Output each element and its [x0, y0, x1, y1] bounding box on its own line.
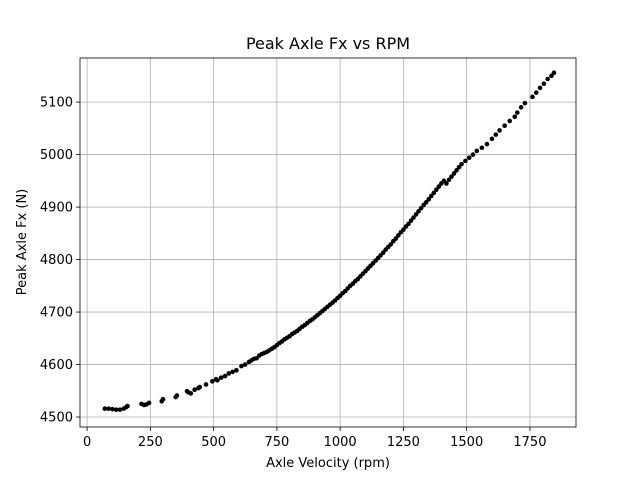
data-point — [234, 368, 239, 373]
data-point — [530, 94, 535, 100]
y-axis-label: Peak Axle Fx (N) — [15, 189, 30, 296]
x-tick-label: 1750 — [513, 435, 546, 450]
x-tick-label: 250 — [138, 435, 163, 450]
data-point — [226, 371, 232, 376]
x-axis-label: Axle Velocity (rpm) — [266, 456, 390, 471]
data-point — [222, 373, 228, 379]
data-point — [230, 369, 235, 375]
data-point — [218, 375, 224, 380]
data-point — [444, 181, 449, 186]
data-point — [406, 221, 411, 227]
data-points — [102, 70, 557, 412]
data-point — [434, 187, 439, 193]
data-point — [210, 379, 215, 384]
y-tick-label: 4600 — [40, 358, 73, 373]
data-point — [102, 406, 108, 411]
data-point — [423, 200, 429, 205]
data-point — [446, 177, 452, 183]
data-point — [239, 363, 244, 369]
y-tick-label: 5100 — [40, 96, 73, 111]
data-point — [533, 90, 539, 95]
data-point — [463, 158, 468, 164]
x-tick-label: 0 — [83, 435, 91, 450]
data-point — [174, 393, 180, 398]
data-point — [418, 205, 424, 211]
y-tick-label: 4500 — [40, 411, 73, 426]
data-point — [451, 171, 457, 176]
data-point — [512, 114, 518, 120]
data-point — [197, 384, 202, 390]
data-point — [474, 148, 480, 154]
data-point — [388, 242, 394, 247]
data-point — [106, 406, 111, 411]
data-point — [493, 132, 499, 137]
data-point — [502, 123, 507, 129]
data-point — [541, 81, 547, 87]
y-tick-label: 4900 — [40, 201, 73, 216]
data-point — [215, 377, 220, 383]
data-point — [413, 212, 419, 217]
data-point — [537, 85, 543, 91]
data-point — [113, 407, 119, 412]
data-point — [416, 208, 421, 214]
plot-frame — [79, 57, 577, 428]
data-point — [160, 396, 166, 402]
data-point — [203, 382, 209, 387]
data-point — [428, 193, 434, 199]
data-point — [484, 141, 490, 147]
chart-title: Peak Axle Fx vs RPM — [246, 34, 410, 53]
data-point — [436, 184, 442, 189]
data-point — [551, 70, 557, 75]
data-point — [456, 164, 462, 170]
data-point — [514, 110, 520, 115]
data-point — [507, 118, 512, 124]
x-tick-label: 1000 — [324, 435, 357, 450]
grid-lines — [80, 58, 576, 427]
data-point — [470, 152, 476, 157]
x-tick-label: 1500 — [450, 435, 483, 450]
data-point — [489, 136, 495, 142]
y-tick-label: 4700 — [40, 306, 73, 321]
x-tick-label: 500 — [201, 435, 226, 450]
data-point — [192, 387, 197, 393]
data-point — [549, 73, 554, 79]
data-point — [125, 403, 130, 409]
data-point — [454, 168, 459, 173]
data-point — [459, 161, 464, 167]
data-point — [396, 233, 401, 238]
data-point — [380, 250, 386, 256]
data-point — [188, 391, 194, 396]
data-point — [401, 227, 406, 232]
data-point — [117, 407, 123, 412]
data-point — [146, 400, 152, 406]
data-point — [242, 362, 248, 367]
data-point — [110, 406, 115, 412]
axis-ticks: 0 250 500 750 1000 1250 1500 1750 4500 4600 4700 48… — [40, 96, 547, 450]
data-point — [522, 100, 528, 106]
data-point — [518, 105, 524, 110]
data-point — [426, 196, 432, 202]
data-point — [545, 76, 550, 82]
x-tick-label: 1250 — [387, 435, 420, 450]
data-point — [479, 145, 485, 151]
y-tick-label: 4800 — [40, 253, 73, 268]
x-tick-label: 750 — [264, 435, 289, 450]
data-point — [497, 128, 502, 133]
data-point — [466, 155, 472, 161]
data-point — [449, 174, 454, 179]
data-point — [411, 215, 416, 220]
data-point — [393, 236, 399, 241]
data-point — [408, 218, 414, 224]
y-tick-label: 5000 — [40, 148, 73, 163]
data-point — [431, 190, 437, 196]
